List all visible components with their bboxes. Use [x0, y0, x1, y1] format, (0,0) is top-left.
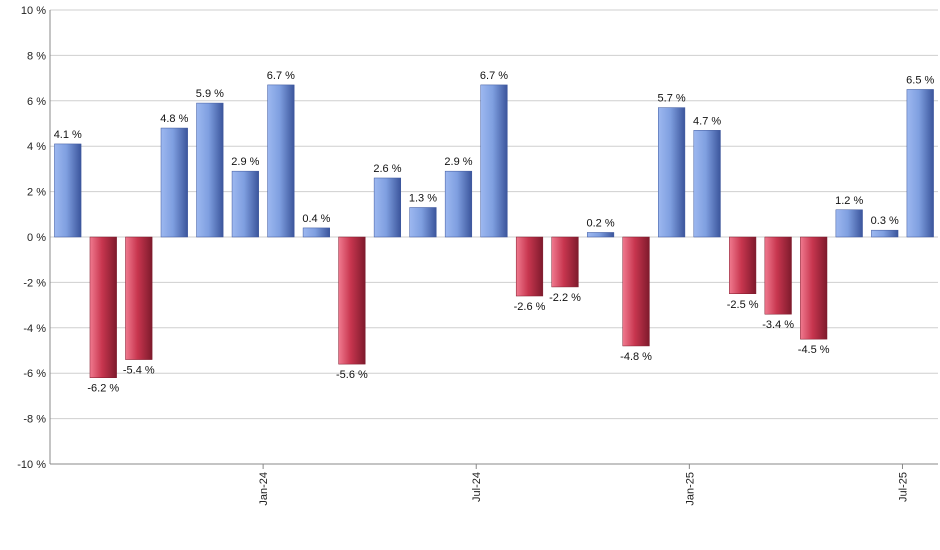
data-label: 4.8 %: [160, 113, 188, 125]
bar: [409, 207, 437, 238]
data-label: 2.9 %: [444, 156, 472, 168]
data-label: 0.2 %: [586, 217, 614, 229]
data-label: 0.3 %: [871, 215, 899, 227]
data-label: -4.5 %: [798, 344, 830, 356]
bar: [267, 84, 295, 238]
y-tick-label: 4 %: [27, 141, 46, 153]
bar: [302, 227, 330, 238]
data-label: -2.6 %: [514, 301, 546, 313]
bar: [693, 130, 721, 238]
data-label: 2.6 %: [373, 163, 401, 175]
y-tick-label: 6 %: [27, 96, 46, 108]
data-label: 0.4 %: [302, 213, 330, 225]
data-label: -2.2 %: [549, 292, 581, 304]
data-label: 4.7 %: [693, 115, 721, 127]
y-tick-label: -2 %: [23, 277, 46, 289]
data-labels: 4.1 % -6.2 % -5.4 % 4.8 % 5.9 % 2.9 % 6.7 % 0.4…: [54, 70, 935, 395]
bar: [622, 236, 650, 347]
y-tick-label: -6 %: [23, 368, 46, 380]
x-axis: Jan-24 Jul-24 Jan-25 Jul-25: [50, 463, 938, 506]
data-label: 6.5 %: [906, 74, 934, 86]
y-tick-label: 8 %: [27, 50, 46, 62]
bar: [444, 170, 473, 238]
data-label: -5.4 %: [123, 365, 155, 377]
data-label: -5.6 %: [336, 369, 368, 381]
bar: [338, 236, 366, 365]
x-tick-label: Jan-25: [684, 472, 696, 506]
y-tick-label: 10 %: [21, 5, 46, 17]
bar: [373, 177, 402, 238]
y-tick-label: -4 %: [23, 323, 46, 335]
data-label: 5.9 %: [196, 88, 224, 100]
bar: [906, 89, 934, 238]
bar: [800, 236, 828, 340]
data-label: 6.7 %: [267, 70, 295, 82]
data-label: 6.7 %: [480, 70, 508, 82]
bar: [551, 236, 579, 288]
x-tick-label: Jul-24: [471, 472, 483, 502]
data-label: -3.4 %: [762, 319, 794, 331]
bar: [764, 236, 792, 315]
bar: [54, 143, 82, 238]
y-tick-label: -8 %: [23, 414, 46, 426]
bar: [89, 236, 117, 378]
bar: [871, 229, 899, 238]
x-tick-label: Jan-24: [258, 472, 270, 506]
bar: [658, 107, 686, 238]
bars: [54, 84, 934, 378]
data-label: 5.7 %: [658, 93, 686, 105]
bar: [231, 170, 259, 238]
x-tick-label: Jul-25: [897, 472, 909, 502]
data-label: 1.2 %: [835, 195, 863, 207]
data-label: 2.9 %: [231, 156, 259, 168]
bar: [480, 84, 508, 238]
y-tick-label: -10 %: [17, 459, 46, 471]
bar: [125, 236, 153, 360]
data-label: 1.3 %: [409, 192, 437, 204]
bar: [835, 209, 863, 238]
bar: [586, 232, 615, 238]
bar: [196, 102, 224, 238]
y-tick-label: 2 %: [27, 187, 46, 199]
data-label: 4.1 %: [54, 129, 82, 141]
bar: [729, 236, 757, 294]
y-axis: -10 % -8 % -6 % -4 % -2 % 0 % 2 % 4 % 6 % 8 % 10 %: [17, 5, 51, 471]
data-label: -4.8 %: [620, 351, 652, 363]
data-label: -6.2 %: [87, 383, 119, 395]
y-tick-label: 0 %: [27, 232, 46, 244]
bar: [515, 236, 544, 297]
bar: [160, 127, 188, 238]
data-label: -2.5 %: [727, 299, 759, 311]
